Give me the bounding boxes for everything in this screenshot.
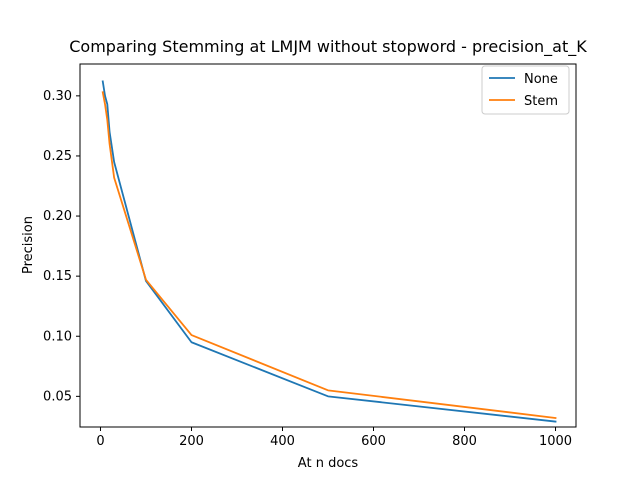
y-axis-label: Precision — [21, 216, 36, 274]
x-tick-label: 400 — [270, 434, 295, 449]
legend: None Stem — [481, 65, 570, 115]
series-line-stem — [101, 91, 557, 419]
x-tick-label: 200 — [179, 434, 204, 449]
x-tick-label: 800 — [452, 434, 477, 449]
chart-title: Comparing Stemming at LMJM without stopw… — [69, 37, 587, 57]
y-tick-label: 0.25 — [43, 149, 72, 164]
y-tick-label: 0.20 — [43, 209, 72, 224]
series-layer — [101, 80, 557, 423]
x-tick-label: 0 — [96, 434, 104, 449]
plot-frame — [79, 63, 577, 428]
legend-label-none: None — [524, 72, 558, 87]
y-tick-label: 0.30 — [43, 89, 72, 104]
x-axis-label: At n docs — [298, 456, 359, 471]
plot-area — [79, 63, 577, 428]
y-tick-label: 0.15 — [43, 269, 72, 284]
y-tick-label: 0.05 — [43, 389, 72, 404]
y-tick-label: 0.10 — [43, 329, 72, 344]
axis-ticks: 0 200 400 600 800 1000 0.05 0.10 0.15 0.20 0.25 0.3… — [43, 89, 572, 449]
legend-label-stem: Stem — [524, 94, 558, 109]
x-tick-label: 600 — [361, 434, 386, 449]
x-tick-label: 1000 — [539, 434, 572, 449]
series-line-none — [101, 80, 557, 423]
